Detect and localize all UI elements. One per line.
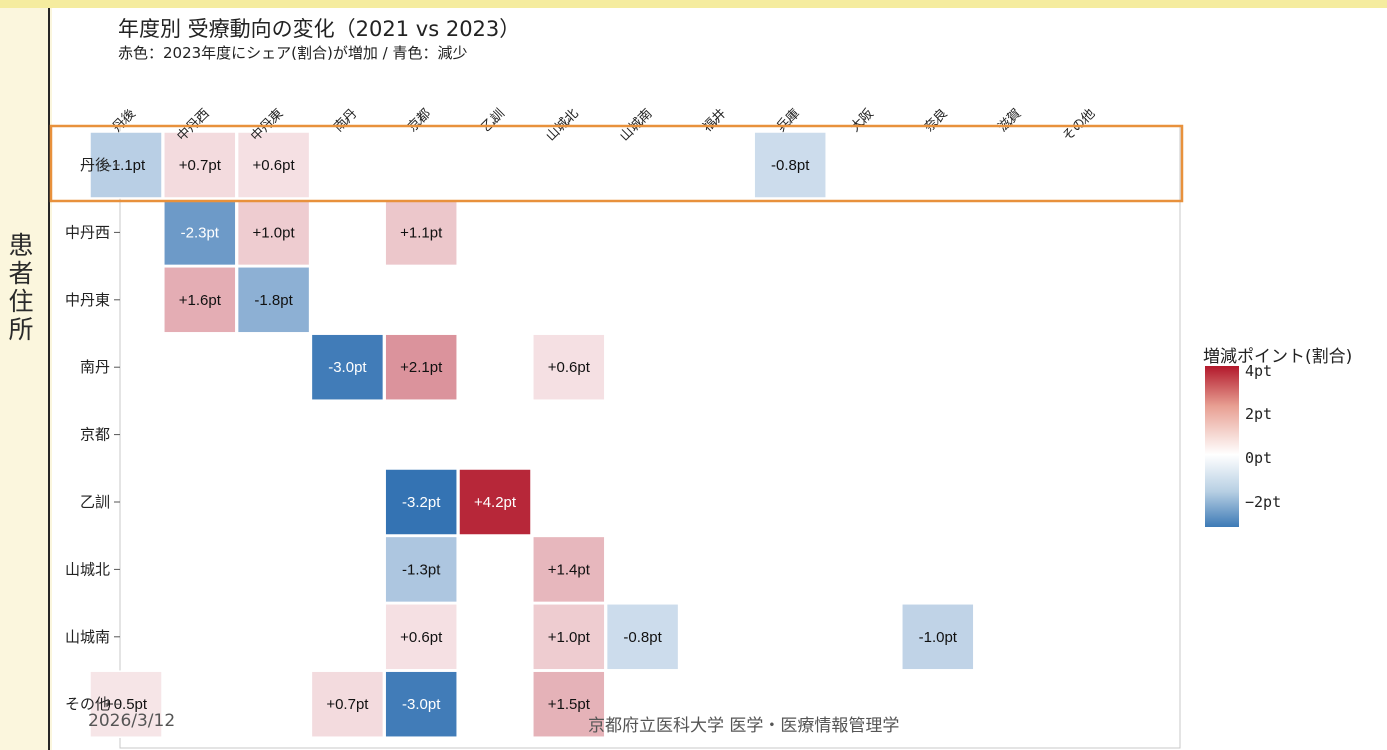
heatmap-cell-label: +2.1pt [400,359,443,376]
x-axis-tick-label: 大阪 [848,106,877,135]
heatmap-cell-label: +1.6pt [179,292,222,309]
legend-label-2pt: 2pt [1245,405,1273,423]
x-axis-tick-label: 南丹 [331,106,361,136]
heatmap-cell [458,468,532,536]
heatmap-cell [384,468,458,536]
heatmap-cell [384,603,458,671]
heatmap-cell-label: +0.6pt [548,359,591,376]
legend-label-minus2pt: −2pt [1245,493,1282,511]
heatmap-cell [532,670,606,738]
highlight-row-frame [49,124,1184,203]
heatmap-cell [163,131,237,199]
y-axis-title-char: 所 [8,315,34,344]
heatmap-cell [532,333,606,401]
heatmap-cell-label: +0.6pt [400,629,443,646]
heatmap-cell-label: +0.7pt [179,157,222,174]
x-axis-tick-label: 兵庫 [774,106,803,135]
heatmap-cell-label: +1.0pt [253,224,296,241]
heatmap-cell [89,131,163,199]
heatmap-cell [236,266,311,334]
heatmap-cell [310,333,385,401]
heatmap-cell [605,603,680,671]
heatmap-cell-label: +1.1pt [400,224,443,241]
heatmap-cell [384,198,458,267]
y-axis-title-char: 住 [8,287,34,316]
chart-subtitle: 赤色：2023年度にシェア(割合)が増加 / 青色：減少 [118,44,468,62]
y-axis-title-char: 患 [8,231,34,260]
heatmap-cell [163,198,237,267]
heatmap-cell-label: +0.5pt [105,696,148,713]
heatmap-cell [310,670,385,738]
y-axis-tick-label: 京都 [80,426,110,444]
footer-date: 2026/3/12 [88,711,176,731]
y-axis-tick-label: 南丹 [80,358,110,376]
y-axis-tick-label: 乙訓 [80,493,110,511]
x-axis-tick-label: 丹後 [110,106,139,135]
y-axis-title: 患者住所 [6,232,36,344]
heatmap-cell [384,535,458,604]
heatmap-cell [901,603,975,671]
scan-margin [0,0,52,750]
heatmap-cell-label: +0.6pt [253,157,296,174]
heatmap-cell-label: -1.8pt [254,292,293,309]
x-axis-tick-label: 福井 [700,106,729,135]
y-axis-tick-label: 山城南 [65,628,110,646]
heatmap-cell [532,603,606,671]
heatmap-cell-label: -1.0pt [919,629,958,646]
heatmap-cell-label: -3.0pt [328,359,367,376]
y-axis-tick-label: 山城北 [65,560,110,578]
panel-border [48,8,50,750]
heatmap-cell [163,266,237,334]
heatmap-cell [236,131,311,199]
legend-label-4pt: 4pt [1245,362,1273,380]
heatmap-cell-label: +1.5pt [548,696,591,713]
heatmap-cell [384,670,458,738]
legend-colorbar [1205,366,1239,527]
legend-title: 増減ポイント(割合) [1203,347,1353,367]
heatmap-cell [384,333,458,401]
heatmap-cell-label: -1.3pt [402,561,441,578]
heatmap-cell-label: -2.3pt [181,224,220,241]
chart-title: 年度別 受療動向の変化（2021 vs 2023） [118,17,521,41]
heatmap-cell [753,131,827,199]
heatmap-cell [89,670,163,738]
heatmap-cell-label: -3.2pt [402,494,441,511]
heatmap-cell-label: -1.1pt [107,157,146,174]
heatmap-cell-label: -0.8pt [771,157,810,174]
heatmap-cell [532,535,606,604]
y-axis-tick-label: 中丹東 [65,291,110,309]
legend-label-0pt: 0pt [1245,449,1273,467]
x-axis-tick-label: 奈良 [921,106,951,136]
x-axis-tick-label: 滋賀 [995,106,1024,135]
x-axis-tick-label: 京都 [405,106,434,135]
heatmap-cell-label: +4.2pt [474,494,517,511]
y-axis-title-char: 者 [8,259,34,288]
heatmap-cell-label: +1.4pt [548,561,591,578]
x-axis-tick-label: 乙訓 [478,106,508,136]
heatmap-cell [236,198,311,267]
heatmap-cell-label: +1.0pt [548,629,591,646]
y-axis-tick-label: 中丹西 [65,223,110,241]
heatmap-cell-label: -3.0pt [402,696,441,713]
heatmap-cell-label: +0.7pt [326,696,369,713]
heatmap-cell-label: -0.8pt [623,629,662,646]
y-axis-tick-label: その他 [65,695,110,713]
y-axis-tick-label: 丹後 [80,156,110,174]
footer-organization: 京都府立医科大学 医学・医療情報管理学 [588,716,900,736]
scan-top-strip [0,0,1387,8]
